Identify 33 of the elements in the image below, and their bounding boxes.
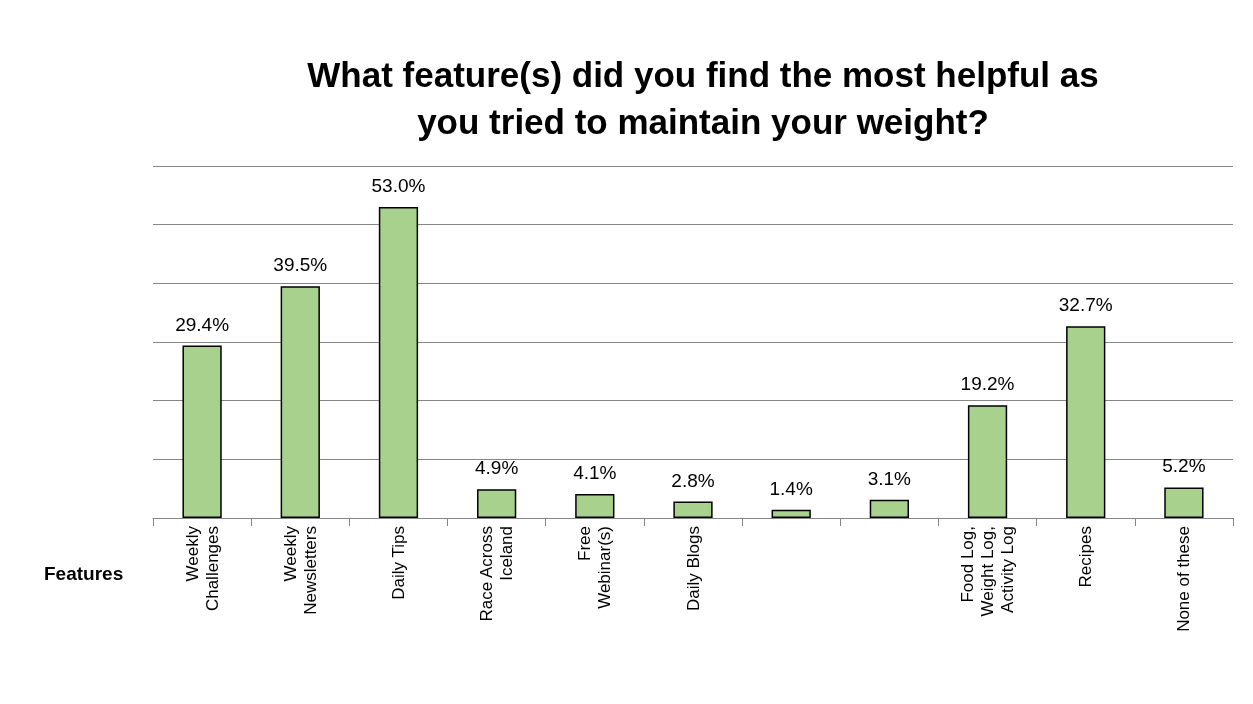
bar [673,501,713,518]
bar [1164,487,1204,518]
x-tick-label: None of these [1174,526,1194,632]
bar [967,405,1008,518]
x-tick-label: Weekly Newsletters [280,525,320,615]
data-label: 39.5% [273,254,328,276]
data-label: 29.4% [175,313,230,335]
data-label: 3.1% [867,467,912,489]
bar [869,499,909,518]
data-label: 2.8% [671,469,715,491]
data-label: 53.0% [371,175,426,197]
x-tick-label: Free Webinar(s) [575,526,615,609]
x-tick-label: Race Across Iceland [477,526,517,622]
bar [182,345,222,518]
x-tick-label: Food Log, Weight Log, Activity Log [958,526,1018,617]
data-label: 5.2% [1162,455,1206,477]
x-tick-label: Daily Tips [388,526,408,600]
bar [280,286,320,518]
bar [1066,326,1106,518]
data-label: 1.4% [769,477,813,499]
x-tick-label: Daily Blogs [683,526,703,612]
bar [378,207,419,518]
x-axis-title: Features [44,563,124,584]
data-label: 19.2% [960,373,1015,395]
data-label: 4.1% [573,461,617,483]
chart-title: What feature(s) did you find the most helpful as you tried to maintain your weight? [307,55,1099,141]
bar [575,493,615,518]
x-tick-label: Weekly Challenges [182,525,222,612]
data-label: 32.7% [1058,294,1113,316]
bar [771,509,811,518]
bar [477,489,517,518]
data-label: 4.9% [474,457,519,479]
x-tick-label: Recipes [1076,526,1096,588]
